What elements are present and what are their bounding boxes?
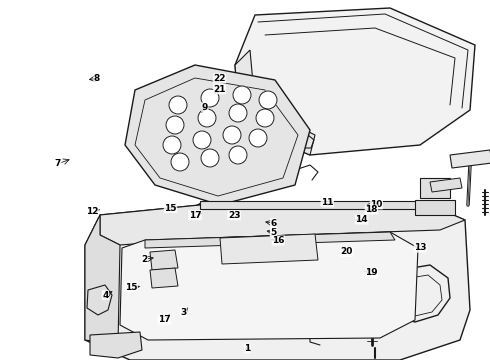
- Text: 22: 22: [213, 74, 226, 83]
- Polygon shape: [235, 8, 475, 155]
- Text: 1: 1: [245, 344, 250, 353]
- Polygon shape: [87, 285, 112, 315]
- Circle shape: [233, 86, 251, 104]
- Text: 7: 7: [54, 159, 61, 168]
- Circle shape: [166, 116, 184, 134]
- Text: 15: 15: [125, 283, 138, 292]
- Circle shape: [201, 89, 219, 107]
- Text: 20: 20: [341, 247, 353, 256]
- Circle shape: [193, 131, 211, 149]
- Text: 14: 14: [355, 215, 368, 224]
- Text: 16: 16: [272, 236, 285, 245]
- Circle shape: [171, 153, 189, 171]
- Polygon shape: [125, 65, 310, 205]
- Circle shape: [169, 96, 187, 114]
- Text: 10: 10: [370, 200, 383, 209]
- Text: 17: 17: [189, 211, 201, 220]
- Text: 21: 21: [213, 85, 226, 94]
- Polygon shape: [120, 232, 418, 340]
- Polygon shape: [150, 268, 178, 288]
- Circle shape: [259, 91, 277, 109]
- Polygon shape: [430, 178, 462, 192]
- Polygon shape: [90, 332, 142, 358]
- Text: 2: 2: [142, 255, 147, 264]
- Text: 5: 5: [270, 228, 276, 237]
- Circle shape: [229, 146, 247, 164]
- Polygon shape: [420, 178, 450, 198]
- Circle shape: [163, 136, 181, 154]
- Polygon shape: [220, 234, 318, 264]
- Circle shape: [256, 109, 274, 127]
- Polygon shape: [235, 50, 315, 155]
- Circle shape: [249, 129, 267, 147]
- Polygon shape: [415, 200, 455, 215]
- Polygon shape: [200, 201, 430, 209]
- Circle shape: [223, 126, 241, 144]
- Text: 13: 13: [414, 243, 427, 252]
- Text: 11: 11: [321, 198, 334, 207]
- Polygon shape: [450, 150, 490, 168]
- Polygon shape: [85, 205, 470, 360]
- Text: 8: 8: [94, 74, 100, 83]
- Text: 12: 12: [86, 207, 98, 216]
- Polygon shape: [85, 215, 120, 345]
- Text: 23: 23: [228, 211, 241, 220]
- Text: 3: 3: [181, 308, 187, 317]
- Circle shape: [198, 109, 216, 127]
- Text: 9: 9: [201, 103, 208, 112]
- Text: 17: 17: [158, 315, 171, 324]
- Text: 15: 15: [164, 203, 177, 212]
- Circle shape: [201, 149, 219, 167]
- Text: 19: 19: [365, 269, 378, 277]
- Text: 4: 4: [102, 291, 109, 300]
- Polygon shape: [100, 205, 465, 245]
- Circle shape: [229, 104, 247, 122]
- Text: 18: 18: [365, 205, 378, 214]
- Text: 6: 6: [270, 219, 276, 228]
- Polygon shape: [150, 250, 178, 270]
- Polygon shape: [145, 232, 395, 248]
